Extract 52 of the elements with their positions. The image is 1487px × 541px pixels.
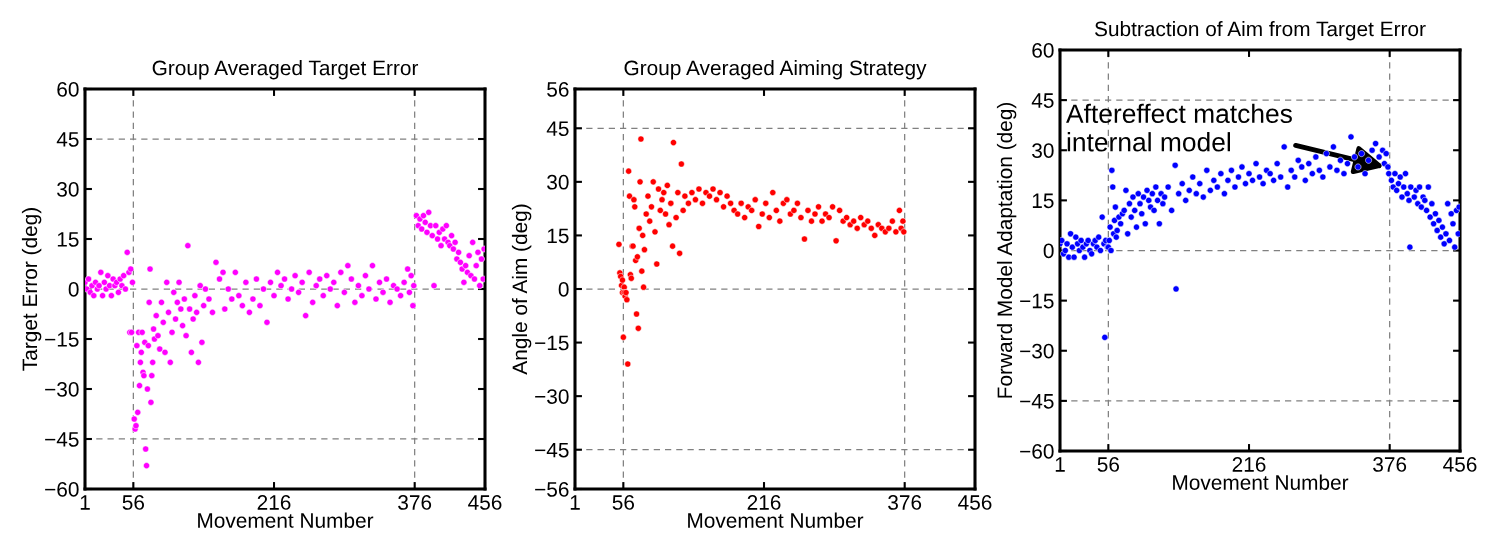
x-axis-title: Movement Number (1173, 474, 1349, 490)
y-tick-label: 45 (546, 121, 569, 137)
y-tick-label: 60 (1032, 43, 1054, 58)
x-tick-label: 456 (1443, 457, 1477, 472)
x-axis-title: Movement Number (198, 512, 374, 528)
y-tick-label: −30 (535, 389, 569, 404)
annotation: Aftereffect matches internal model (1066, 103, 1292, 152)
x-tick-label: 216 (1232, 457, 1266, 472)
y-tick-label: 30 (1032, 143, 1054, 158)
x-tick-label: 1 (1055, 457, 1065, 472)
chart-title: Subtraction of Aim from Target Error (1095, 21, 1426, 41)
y-tick-label: 0 (1043, 243, 1054, 259)
y-tick-label: 15 (547, 228, 569, 244)
y-axis-title: Target Error (deg) (21, 208, 42, 371)
y-axis-title: Forward Model Adaptation (deg) (996, 102, 1017, 398)
x-tick-label: 376 (1373, 457, 1407, 472)
y-tick-label: −30 (1020, 343, 1054, 359)
y-tick-label: 0 (68, 282, 79, 297)
y-tick-label: 56 (547, 82, 569, 97)
chart-title: Group Averaged Aiming Strategy (624, 60, 927, 80)
y-tick-label: −60 (1020, 444, 1054, 459)
chart-title: Group Averaged Target Error (152, 60, 419, 80)
y-tick-label: 45 (56, 132, 79, 147)
x-axis-title: Movement Number (688, 512, 864, 528)
y-tick-label: −60 (45, 482, 79, 497)
x-tick-label: 56 (1097, 457, 1120, 472)
y-tick-label: −15 (1020, 293, 1054, 309)
y-tick-label: 15 (1032, 193, 1054, 209)
y-tick-label: 15 (57, 232, 79, 247)
y-tick-label: 30 (57, 182, 79, 197)
x-tick-label: 1 (570, 495, 580, 510)
y-tick-label: −56 (535, 482, 569, 497)
x-tick-label: 216 (747, 495, 781, 510)
y-tick-label: 30 (547, 174, 569, 190)
x-tick-label: 1 (80, 495, 90, 510)
y-tick-label: −45 (45, 432, 79, 447)
y-tick-label: −45 (535, 442, 569, 458)
y-tick-label: 60 (57, 82, 79, 97)
y-tick-label: −15 (535, 335, 569, 351)
x-tick-label: 56 (122, 495, 145, 510)
x-tick-label: 456 (958, 495, 992, 510)
x-tick-label: 376 (398, 495, 432, 510)
y-tick-label: 45 (1031, 93, 1054, 108)
x-tick-label: 376 (888, 495, 922, 510)
y-tick-label: 0 (558, 282, 569, 297)
x-tick-label: 56 (612, 495, 635, 510)
y-tick-label: −45 (1020, 394, 1054, 409)
x-tick-label: 456 (468, 495, 502, 510)
y-tick-label: −30 (45, 382, 79, 397)
x-tick-label: 216 (257, 495, 291, 510)
y-tick-label: −15 (45, 332, 79, 347)
y-axis-title: Angle of Aim (deg) (511, 204, 532, 375)
